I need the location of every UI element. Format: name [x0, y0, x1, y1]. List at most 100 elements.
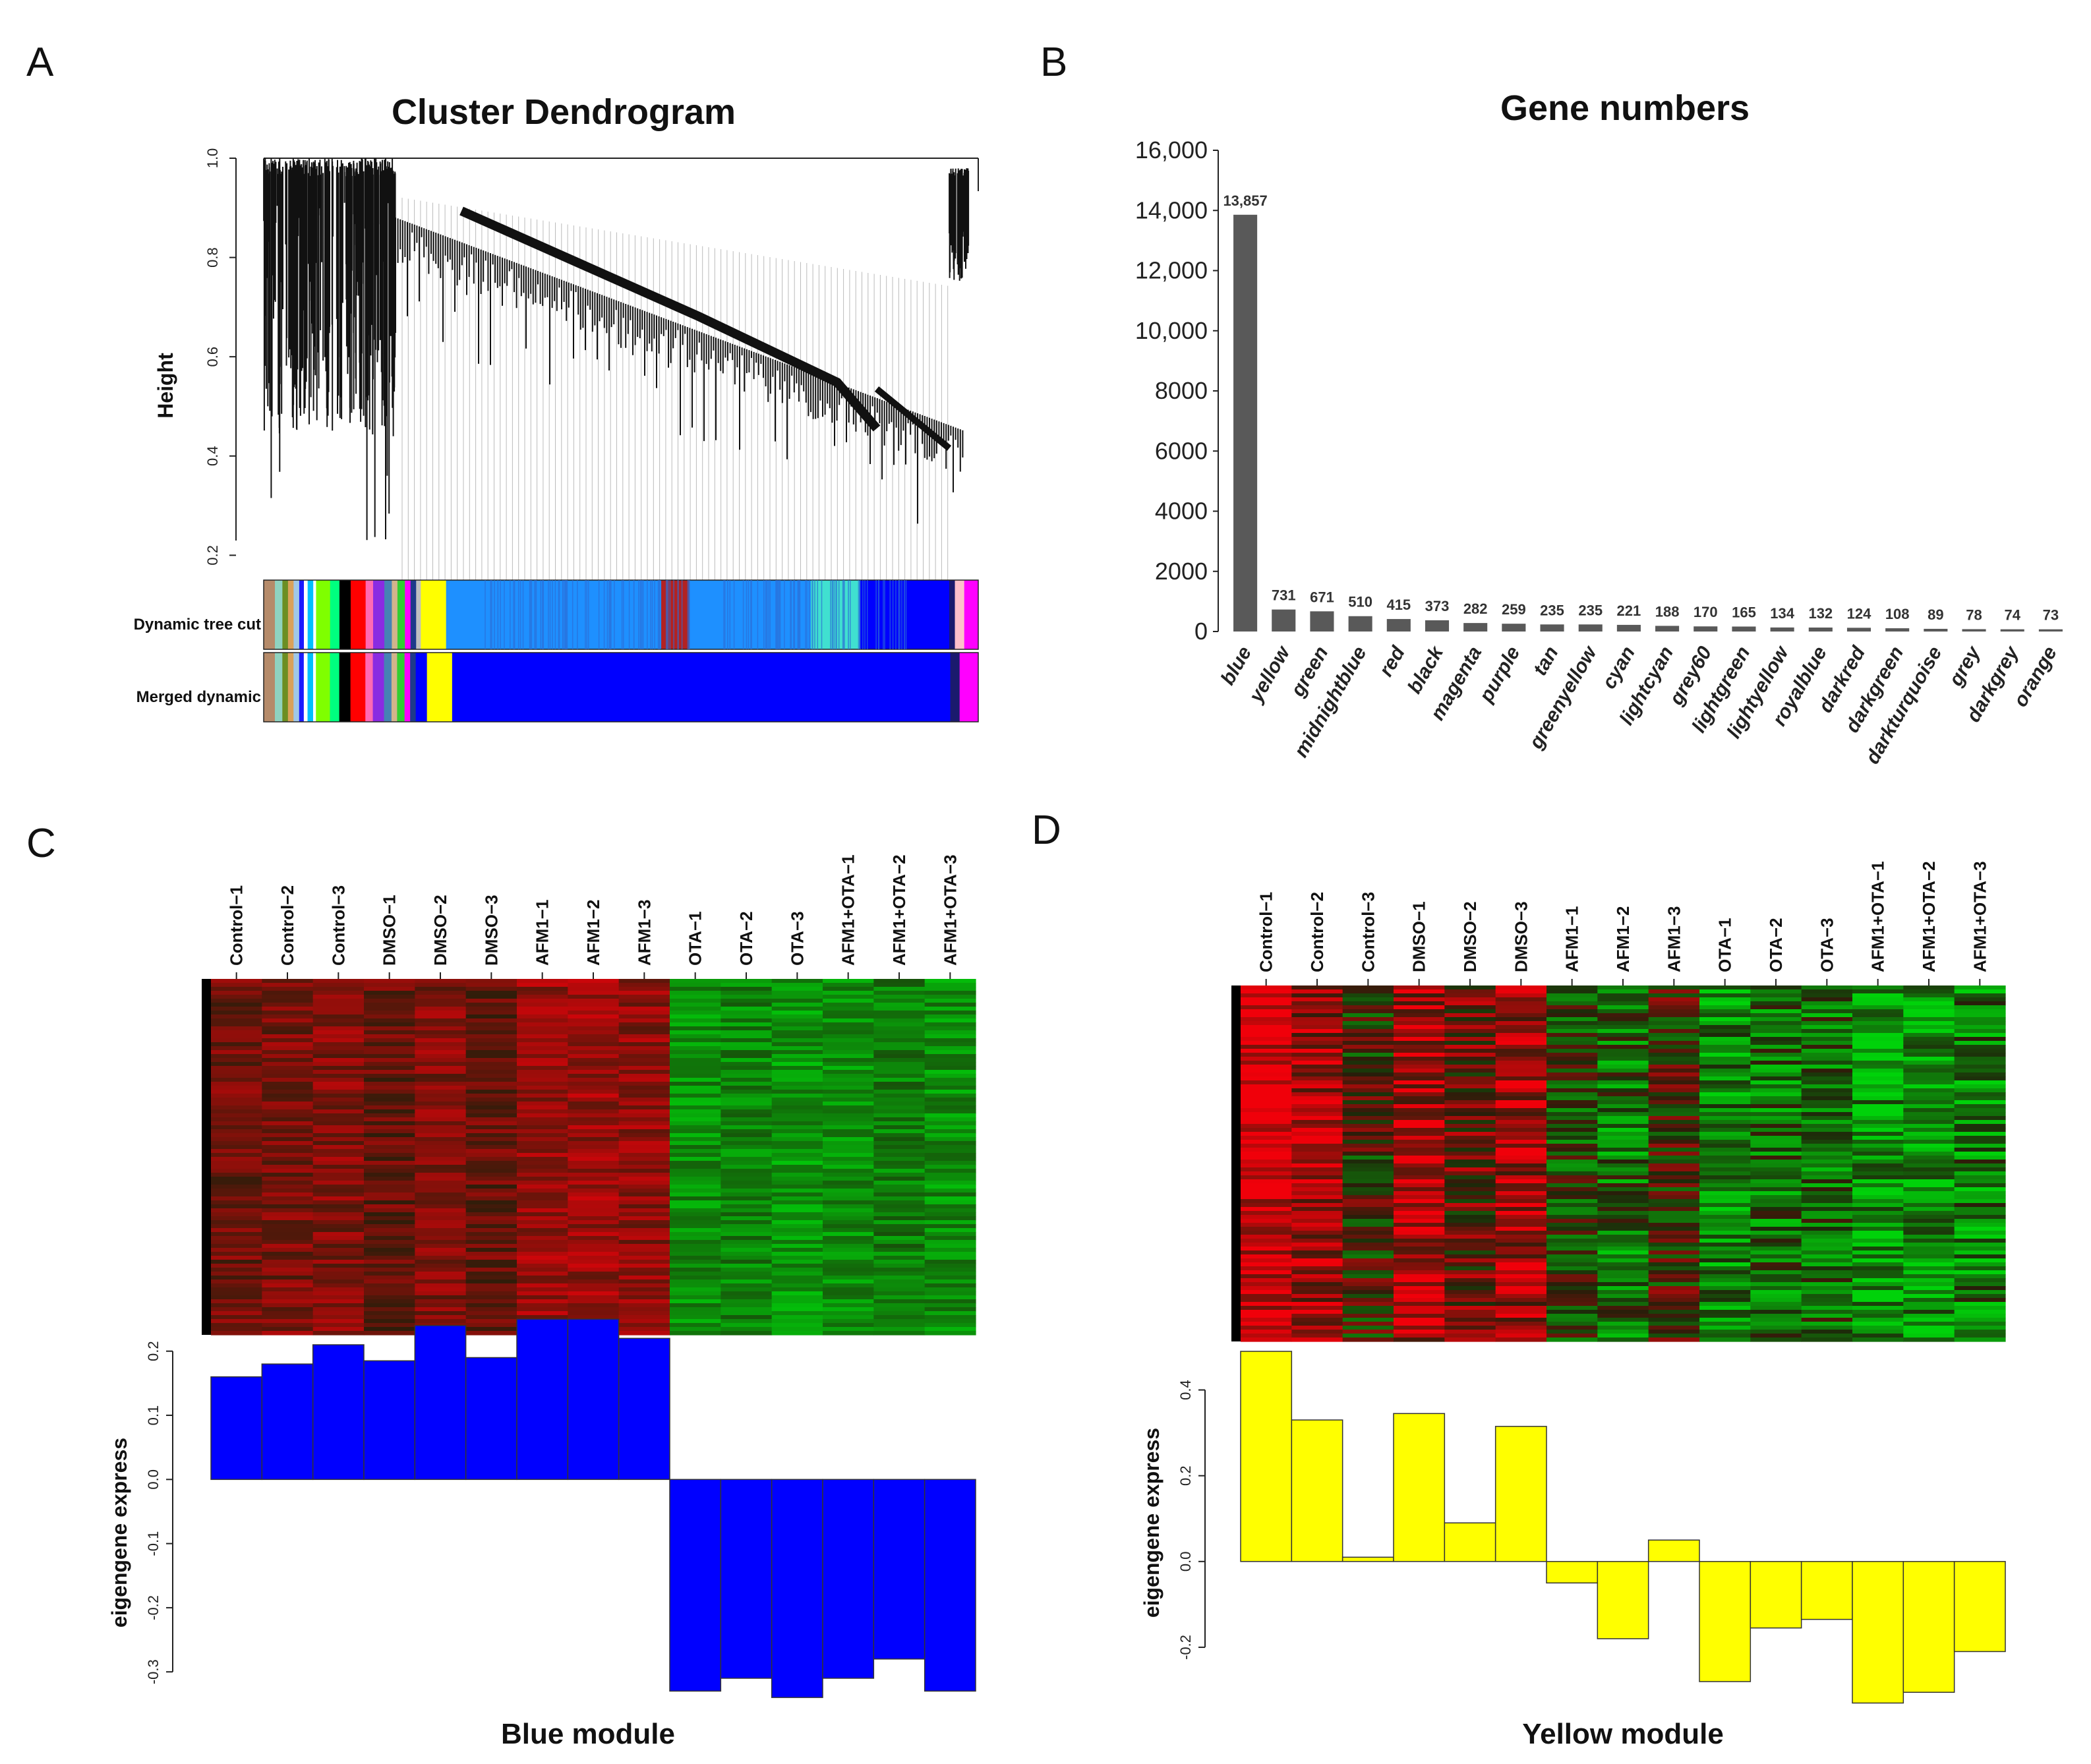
heatmap-cell — [364, 1042, 415, 1047]
heatmap-cell — [1801, 1096, 1853, 1101]
heatmap-sample-label: AFM1−2 — [583, 900, 603, 966]
module-color-segment — [299, 580, 305, 649]
heatmap-cell — [1699, 1227, 1751, 1231]
heatmap-cell — [771, 1240, 823, 1245]
heatmap-cell — [1444, 1132, 1496, 1136]
heatmap-cell — [873, 1145, 926, 1150]
heatmap-cell — [312, 1220, 365, 1225]
heatmap-cell — [1241, 1175, 1292, 1180]
heatmap-cell — [415, 1011, 467, 1015]
heatmap-cell — [415, 1054, 467, 1059]
heatmap-cell — [924, 999, 976, 1003]
heatmap-cell — [517, 1315, 568, 1320]
heatmap-cell — [1546, 1195, 1598, 1200]
heatmap-cell — [1342, 1148, 1394, 1152]
heatmap-cell — [1648, 1096, 1700, 1101]
heatmap-cell — [1394, 1017, 1445, 1022]
heatmap-cell — [823, 1220, 874, 1225]
heatmap-cell — [721, 1121, 773, 1126]
heatmap-cell — [1241, 993, 1292, 998]
heatmap-cell — [771, 1018, 823, 1023]
heatmap-cell — [465, 1169, 517, 1173]
heatmap-cell — [771, 1094, 823, 1098]
heatmap-cell — [1699, 1092, 1751, 1097]
heatmap-cell — [262, 1224, 314, 1229]
heatmap-cell — [1750, 1306, 1802, 1310]
heatmap-cell — [364, 987, 415, 991]
heatmap-cell — [1801, 1274, 1853, 1279]
eigengene-bar — [1750, 1561, 1802, 1629]
heatmap-cell — [1750, 1203, 1802, 1208]
heatmap-cell — [924, 1303, 976, 1308]
heatmap-cell — [823, 1331, 874, 1336]
heatmap-cell — [1801, 1009, 1853, 1014]
eigengene-y-tick-label: 0.0 — [145, 1469, 162, 1490]
heatmap-cell — [211, 1082, 262, 1086]
eigengene-bar — [414, 1325, 467, 1481]
heatmap-cell — [1241, 1223, 1292, 1227]
heatmap-cell — [1495, 1069, 1547, 1073]
heatmap-cell — [721, 1109, 773, 1114]
heatmap-cell — [1444, 1092, 1496, 1097]
bar-blue — [1233, 214, 1258, 632]
heatmap-cell — [1546, 1247, 1598, 1251]
heatmap-cell — [1750, 1120, 1802, 1125]
heatmap-cell — [262, 1248, 314, 1252]
heatmap-cell — [1444, 1258, 1496, 1263]
heatmap-cell — [1750, 1294, 1802, 1299]
heatmap-cell — [1495, 1282, 1547, 1287]
heatmap-cell — [465, 1129, 517, 1134]
heatmap-cell — [670, 1264, 721, 1268]
heatmap-cell — [1801, 1037, 1853, 1042]
heatmap-cell — [312, 1074, 365, 1078]
heatmap-cell — [312, 1145, 365, 1150]
heatmap-cell — [1903, 1278, 1955, 1283]
heatmap-cell — [312, 1189, 365, 1193]
heatmap-cell — [1495, 1247, 1547, 1251]
heatmap-cell — [1954, 1219, 2006, 1223]
heatmap-cell — [1852, 1282, 1904, 1287]
module-color-row-frame — [263, 652, 979, 722]
heatmap-cell — [568, 1102, 620, 1106]
heatmap-cell — [823, 1133, 874, 1138]
heatmap-cell — [1903, 1195, 1955, 1200]
heatmap-cell — [1750, 1258, 1802, 1263]
heatmap-cell — [1954, 1120, 2006, 1125]
heatmap-cell — [211, 1153, 262, 1158]
heatmap-cell — [211, 1054, 262, 1059]
heatmap-cell — [823, 979, 874, 984]
heatmap-cell — [670, 1196, 721, 1201]
heatmap-cell — [568, 1216, 620, 1221]
heatmap-cell — [517, 1003, 568, 1007]
heatmap-cell — [1394, 1175, 1445, 1180]
heatmap-cell — [1597, 1318, 1649, 1322]
heatmap-cell — [771, 1165, 823, 1169]
heatmap-cell — [1954, 1136, 2006, 1140]
heatmap-cell — [211, 1319, 262, 1324]
heatmap-cell — [618, 1117, 670, 1122]
heatmap-cell — [415, 1109, 467, 1114]
heatmap-cell — [465, 1220, 517, 1225]
heatmap-cell — [1903, 1096, 1955, 1101]
heatmap-cell — [465, 1094, 517, 1098]
heatmap-cell — [1699, 1203, 1751, 1208]
heatmap-cell — [211, 995, 262, 999]
module-color-segment — [410, 580, 417, 649]
heatmap-cell — [1291, 1009, 1343, 1014]
heatmap-cell — [1394, 1104, 1445, 1109]
heatmap-cell — [618, 987, 670, 991]
heatmap-cell — [568, 1279, 620, 1284]
heatmap-cell — [568, 1256, 620, 1260]
heatmap-cell — [1546, 1179, 1598, 1184]
heatmap-cell — [1648, 1262, 1700, 1267]
heatmap-cell — [1444, 1073, 1496, 1077]
heatmap-cell — [1495, 1175, 1547, 1180]
heatmap-cell — [1444, 1191, 1496, 1196]
heatmap-cell — [1801, 1223, 1853, 1227]
heatmap-cell — [1852, 1223, 1904, 1227]
heatmap-cell — [1394, 1247, 1445, 1251]
heatmap-cell — [211, 1244, 262, 1249]
heatmap-cell — [1444, 1116, 1496, 1121]
heatmap-cell — [312, 1129, 365, 1134]
heatmap-cell — [517, 1236, 568, 1241]
